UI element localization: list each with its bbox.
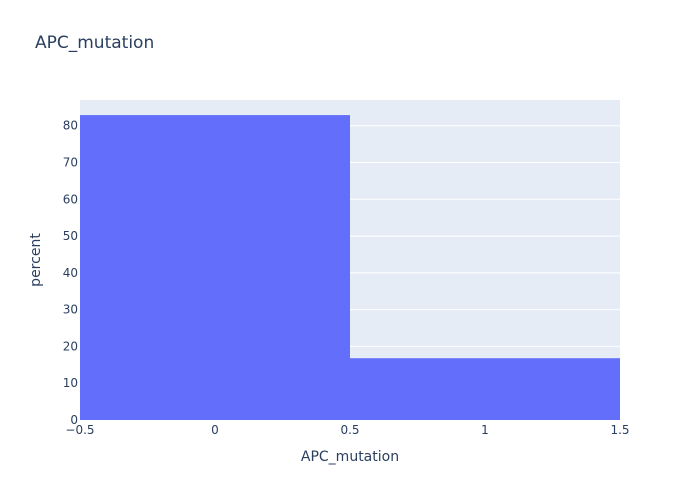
histogram-bar	[350, 358, 620, 420]
x-axis-ticks: −0.5 0 0.5 1 1.5	[65, 423, 629, 437]
y-axis-label: percent	[28, 233, 44, 287]
y-axis-ticks: 0 10 20 30 40 50 60 70 80	[63, 119, 78, 427]
y-tick-label: 20	[63, 339, 78, 353]
x-tick-label: 1	[481, 423, 489, 437]
x-tick-label: 1.5	[610, 423, 629, 437]
y-tick-label: 0	[70, 413, 78, 427]
x-tick-label: −0.5	[65, 423, 94, 437]
chart-title: APC_mutation	[35, 33, 155, 53]
x-axis-label: APC_mutation	[301, 449, 399, 465]
y-tick-label: 10	[63, 376, 78, 390]
y-tick-label: 70	[63, 156, 78, 170]
y-tick-label: 60	[63, 192, 78, 206]
y-tick-label: 50	[63, 229, 78, 243]
y-tick-label: 80	[63, 119, 78, 133]
bars	[80, 115, 620, 421]
y-tick-label: 40	[63, 266, 78, 280]
x-tick-label: 0	[211, 423, 219, 437]
x-tick-label: 0.5	[340, 423, 359, 437]
histogram-bar	[80, 115, 350, 421]
y-tick-label: 30	[63, 303, 78, 317]
